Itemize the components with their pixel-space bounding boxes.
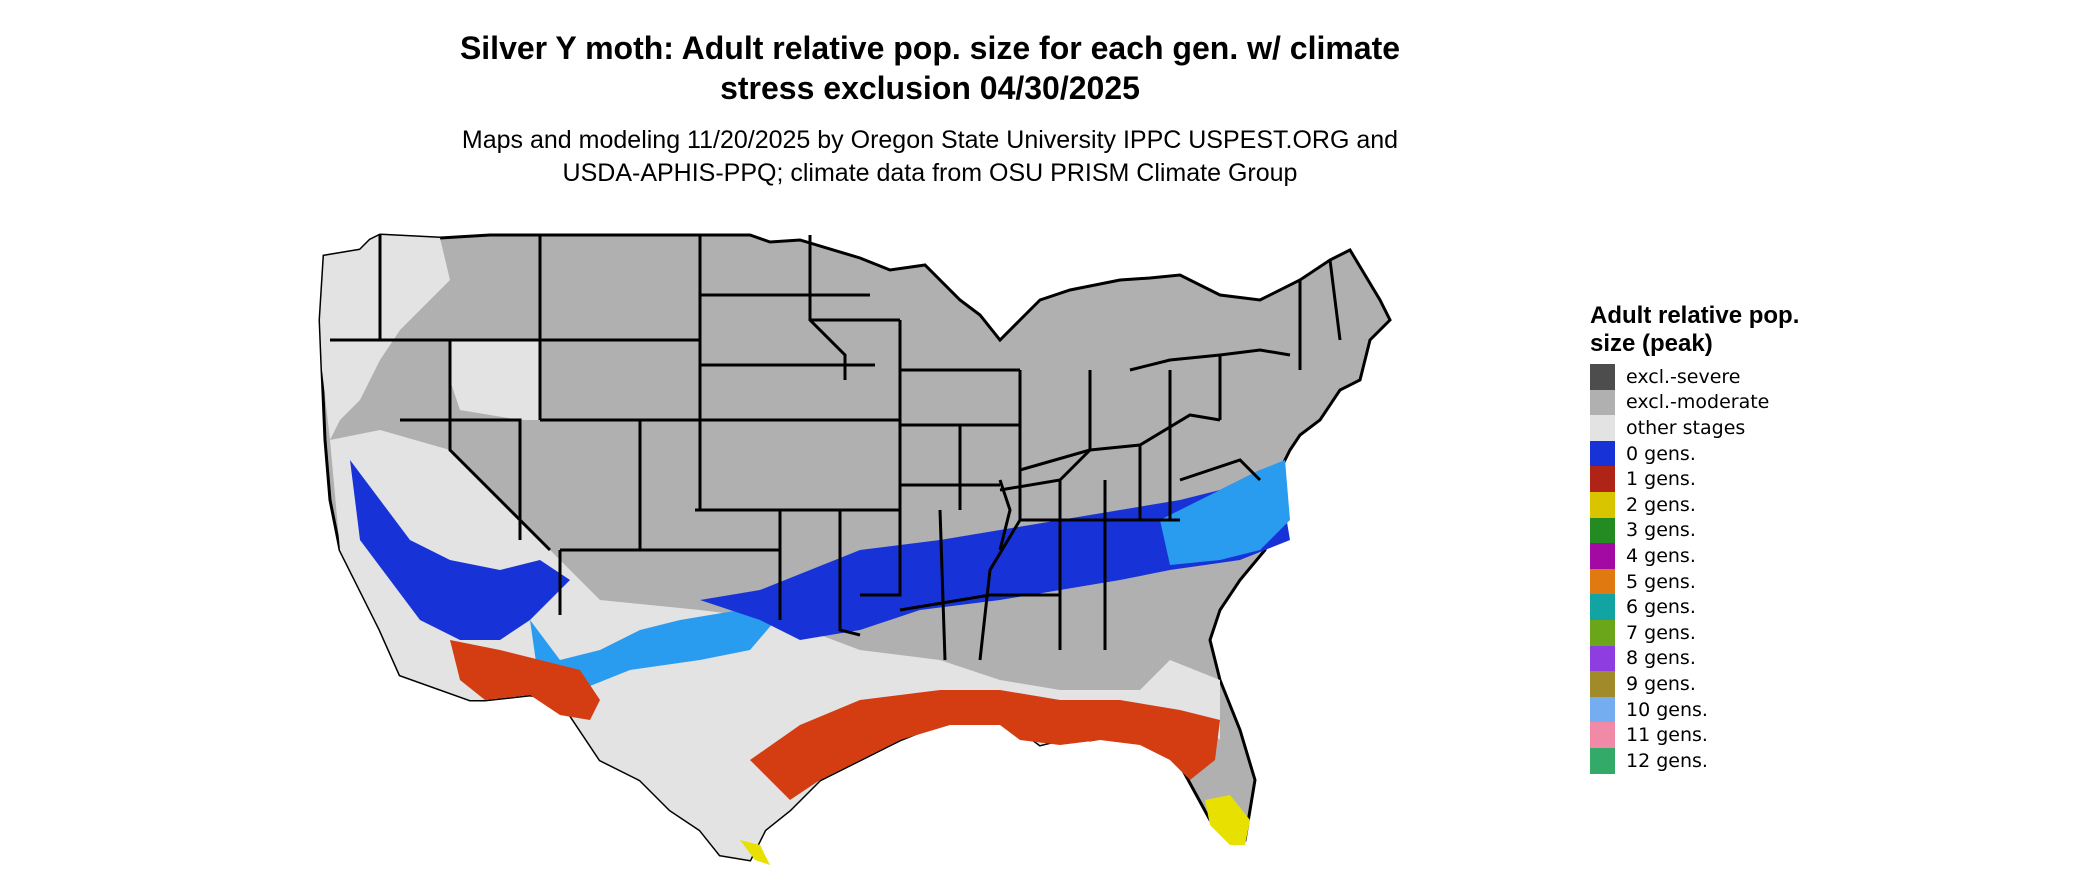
title-line-1: Silver Y moth: Adult relative pop. size … bbox=[459, 30, 1401, 66]
legend-swatch bbox=[1590, 440, 1615, 467]
legend-swatch bbox=[1590, 389, 1615, 416]
legend-item: 0 gens. bbox=[1590, 440, 1810, 467]
legend-item: other stages bbox=[1590, 415, 1810, 441]
gen0-central-band bbox=[700, 470, 1290, 640]
legend-item: excl.-severe bbox=[1590, 364, 1810, 390]
legend-label: 4 gens. bbox=[1626, 544, 1696, 567]
legend-item: 8 gens. bbox=[1590, 645, 1810, 672]
west-other-stages bbox=[330, 430, 1220, 860]
legend-swatch bbox=[1590, 491, 1615, 518]
legend-swatch bbox=[1590, 671, 1615, 697]
state-borders bbox=[330, 235, 1342, 661]
legend-swatch bbox=[1590, 364, 1615, 390]
map-regions bbox=[320, 235, 1290, 865]
legend-label: 6 gens. bbox=[1626, 596, 1696, 619]
pacific-northwest-other-stages bbox=[320, 235, 450, 440]
legend-swatch bbox=[1590, 645, 1615, 672]
legend-swatch bbox=[1590, 747, 1615, 774]
legend-label: excl.-severe bbox=[1626, 365, 1741, 388]
gen2-south-texas bbox=[740, 840, 770, 865]
gen2-south-florida bbox=[1205, 795, 1250, 845]
legend-swatch bbox=[1590, 517, 1615, 544]
legend-item: 5 gens. bbox=[1590, 568, 1810, 595]
legend-label: 10 gens. bbox=[1626, 698, 1708, 721]
subtitle-line-1: Maps and modeling 11/20/2025 by Oregon S… bbox=[461, 126, 1399, 154]
legend-label: 0 gens. bbox=[1626, 442, 1696, 465]
legend-item: 11 gens. bbox=[1590, 722, 1810, 748]
legend-item: 2 gens. bbox=[1590, 491, 1810, 518]
legend-item: 4 gens. bbox=[1590, 543, 1810, 569]
legend-label: 3 gens. bbox=[1626, 519, 1696, 542]
map-title: Silver Y moth: Adult relative pop. size … bbox=[360, 28, 1500, 108]
legend-items: excl.-severe excl.-moderate other stages 0 … bbox=[1590, 364, 1810, 774]
legend-item: 12 gens. bbox=[1590, 747, 1810, 774]
legend-item: excl.-moderate bbox=[1590, 389, 1810, 416]
legend-title: Adult relative pop. size (peak) bbox=[1590, 302, 1800, 357]
legend-swatch bbox=[1590, 466, 1615, 492]
legend-label: 5 gens. bbox=[1626, 570, 1696, 593]
legend-label: 2 gens. bbox=[1626, 493, 1696, 516]
legend-label: 7 gens. bbox=[1626, 621, 1696, 644]
legend-label: 12 gens. bbox=[1626, 749, 1708, 772]
us-map bbox=[318, 233, 1392, 865]
legend-label: excl.-moderate bbox=[1626, 391, 1770, 414]
legend-label: other stages bbox=[1626, 416, 1746, 439]
gen1-gulf-coast bbox=[750, 690, 1220, 800]
gen0-west-dark bbox=[350, 460, 570, 640]
gen0-east-light bbox=[1160, 460, 1290, 565]
legend-swatch bbox=[1590, 594, 1615, 620]
legend-swatch bbox=[1590, 619, 1615, 646]
legend-label: 9 gens. bbox=[1626, 672, 1696, 695]
gen0-southwest-light bbox=[530, 610, 780, 690]
legend-label: 1 gens. bbox=[1626, 468, 1696, 491]
legend: Adult relative pop. size (peak) excl.-se… bbox=[1590, 302, 1810, 774]
title-line-2: stress exclusion 04/30/2025 bbox=[720, 70, 1140, 106]
legend-item: 7 gens. bbox=[1590, 619, 1810, 646]
legend-item: 3 gens. bbox=[1590, 517, 1810, 544]
legend-swatch bbox=[1590, 696, 1615, 723]
great-basin-other-stages bbox=[450, 340, 540, 420]
legend-swatch bbox=[1590, 568, 1615, 595]
legend-swatch bbox=[1590, 722, 1615, 748]
legend-label: 8 gens. bbox=[1626, 647, 1696, 670]
subtitle-line-2: USDA-APHIS-PPQ; climate data from OSU PR… bbox=[562, 159, 1298, 187]
legend-swatch bbox=[1590, 415, 1615, 441]
legend-item: 6 gens. bbox=[1590, 594, 1810, 620]
legend-swatch bbox=[1590, 543, 1615, 569]
gen1-arizona bbox=[450, 640, 600, 720]
legend-item: 10 gens. bbox=[1590, 696, 1810, 723]
legend-item: 1 gens. bbox=[1590, 466, 1810, 492]
legend-item: 9 gens. bbox=[1590, 671, 1810, 697]
legend-label: 11 gens. bbox=[1626, 724, 1708, 747]
map-subtitle: Maps and modeling 11/20/2025 by Oregon S… bbox=[360, 124, 1500, 190]
